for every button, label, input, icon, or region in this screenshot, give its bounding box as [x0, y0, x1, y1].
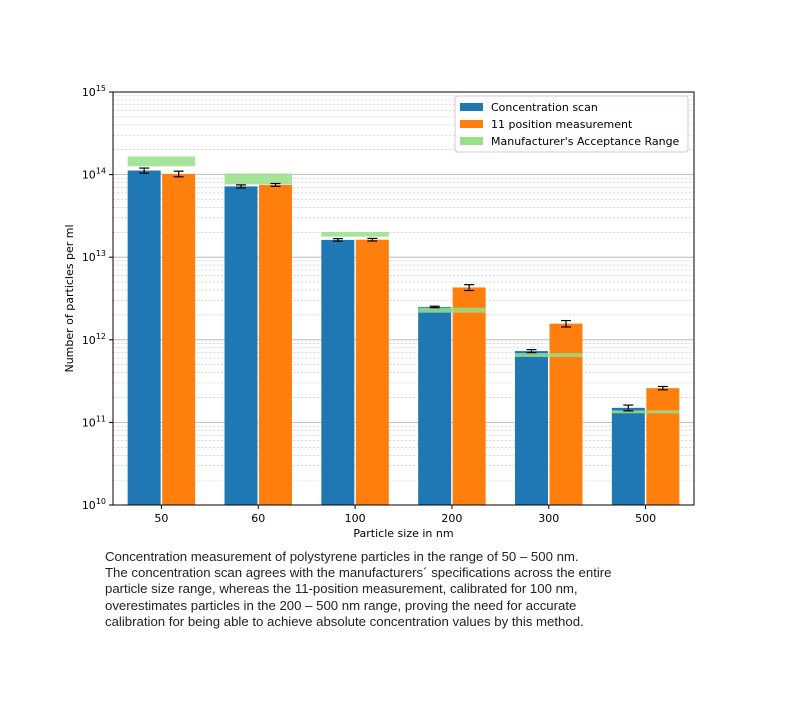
bar-11-position-500 — [646, 388, 680, 505]
legend-entry-label: Concentration scan — [491, 101, 598, 114]
caption-line: The concentration scan agrees with the m… — [105, 565, 612, 581]
bar-11-position-60 — [259, 184, 292, 506]
bar-11-position-200 — [452, 287, 486, 505]
acceptance-range-50 — [127, 156, 196, 167]
error-bars — [139, 167, 668, 412]
x-tick-label: 200 — [441, 512, 462, 525]
bar-concentration-scan-60 — [224, 186, 258, 505]
bars — [127, 170, 680, 506]
legend-swatch — [460, 120, 483, 128]
acceptance-range-60 — [224, 173, 292, 185]
x-tick-label: 500 — [635, 512, 656, 525]
y-tick-label: 1012 — [82, 332, 106, 347]
y-tick-label: 1014 — [82, 167, 106, 182]
acceptance-range-200 — [418, 307, 486, 313]
axis-ticks: 1010 1011 1012 1013 1014 1015 50 60 100 200 300 500 — [82, 84, 656, 525]
bar-concentration-scan-100 — [321, 239, 355, 506]
caption-line: calibration for being able to achieve ab… — [105, 613, 584, 629]
y-tick-label: 1011 — [82, 414, 106, 429]
acceptance-range-100 — [321, 231, 389, 237]
legend-entry-label: 11 position measurement — [491, 118, 633, 131]
bar-concentration-scan-200 — [418, 306, 452, 505]
legend-entry-label: Manufacturer's Acceptance Range — [491, 135, 680, 148]
y-axis-label: Number of particles per ml — [63, 224, 76, 372]
bar-11-position-100 — [355, 239, 389, 505]
figure-caption: Concentration measurement of polystyrene… — [105, 549, 745, 630]
legend-box — [454, 95, 689, 153]
x-tick-label: 300 — [538, 512, 559, 525]
bar-concentration-scan-500 — [611, 407, 645, 505]
bar-11-position-300 — [549, 323, 583, 505]
x-axis-label: Particle size in nm — [353, 527, 453, 540]
legend-swatch — [460, 137, 483, 145]
x-tick-label: 100 — [345, 512, 366, 525]
acceptance-ranges — [127, 156, 680, 414]
acceptance-range-300 — [515, 353, 583, 357]
y-tick-label: 1015 — [82, 84, 106, 99]
bar-chart: 1010 1011 1012 1013 1014 1015 50 60 100 200 300 500… — [63, 84, 695, 540]
bar-concentration-scan-300 — [515, 351, 548, 505]
grid-lines — [113, 95, 694, 506]
bar-concentration-scan-50 — [127, 170, 161, 505]
legend-swatch — [460, 103, 483, 111]
caption-line: overestimates particles in the 200 – 500… — [105, 597, 577, 613]
caption-line: Concentration measurement of polystyrene… — [105, 549, 579, 564]
caption-line: particle size range, whereas the 11-posi… — [105, 581, 578, 597]
acceptance-range-500 — [611, 410, 680, 414]
y-tick-label: 1013 — [82, 249, 106, 264]
x-tick-label: 50 — [154, 512, 168, 525]
bar-11-position-50 — [162, 173, 196, 505]
plot-frame — [112, 91, 695, 506]
x-tick-label: 60 — [251, 512, 265, 525]
legend: Concentration scan 11 position measuremen… — [454, 95, 689, 153]
y-tick-label: 1010 — [82, 497, 106, 512]
